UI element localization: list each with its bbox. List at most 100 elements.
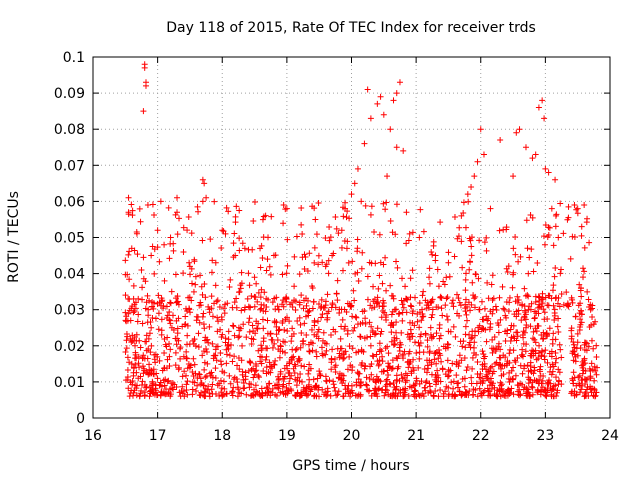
data-point	[548, 348, 555, 355]
data-point	[346, 343, 353, 350]
data-point	[445, 249, 452, 256]
data-point	[375, 285, 382, 292]
data-point	[527, 306, 534, 313]
data-point	[377, 93, 384, 100]
data-point	[184, 391, 191, 398]
data-point	[151, 356, 158, 363]
data-point	[174, 330, 181, 337]
data-point	[157, 198, 164, 205]
data-point	[197, 299, 204, 306]
data-point	[343, 214, 350, 221]
data-point	[189, 378, 196, 385]
data-point	[349, 345, 356, 352]
data-point	[393, 144, 400, 151]
data-point	[145, 346, 152, 353]
data-point	[565, 214, 572, 221]
data-point	[416, 380, 423, 387]
data-point	[500, 305, 507, 312]
data-point	[149, 303, 156, 310]
data-point	[453, 358, 460, 365]
data-point	[145, 312, 152, 319]
data-point	[208, 386, 215, 393]
data-point	[149, 201, 156, 208]
data-point	[449, 300, 456, 307]
data-point	[553, 392, 560, 399]
data-point	[350, 287, 357, 294]
data-point	[441, 281, 448, 288]
data-point	[146, 393, 153, 400]
data-point	[386, 364, 393, 371]
data-point	[497, 316, 504, 323]
data-point	[225, 336, 232, 343]
data-point	[129, 378, 136, 385]
data-point	[570, 369, 577, 376]
y-tick-label: 0.06	[54, 194, 85, 210]
data-point	[166, 308, 173, 315]
data-point	[456, 224, 463, 231]
data-point	[500, 226, 507, 233]
data-point	[528, 246, 535, 253]
data-point	[207, 372, 214, 379]
data-point	[531, 336, 538, 343]
data-point	[275, 346, 282, 353]
data-point	[476, 322, 483, 329]
data-point	[497, 365, 504, 372]
data-point	[554, 387, 561, 394]
data-point	[201, 366, 208, 373]
data-point	[352, 392, 359, 399]
data-point	[353, 314, 360, 321]
data-point	[263, 267, 270, 274]
data-point	[337, 345, 344, 352]
data-point	[284, 262, 291, 269]
data-point	[526, 303, 533, 310]
data-point	[496, 227, 503, 234]
data-point	[299, 230, 306, 237]
data-point	[291, 392, 298, 399]
data-point	[167, 240, 174, 247]
data-point	[344, 366, 351, 373]
data-point	[291, 370, 298, 377]
data-point	[384, 343, 391, 350]
data-point	[504, 360, 511, 367]
data-point	[184, 332, 191, 339]
data-point	[541, 241, 548, 248]
data-point	[257, 358, 264, 365]
data-point	[514, 333, 521, 340]
data-point	[359, 319, 366, 326]
data-point	[281, 339, 288, 346]
data-point	[426, 348, 433, 355]
data-point	[185, 294, 192, 301]
data-point	[534, 260, 541, 267]
data-point	[245, 270, 252, 277]
data-point	[393, 90, 400, 97]
data-point	[207, 236, 214, 243]
data-point	[184, 341, 191, 348]
data-point	[457, 302, 464, 309]
data-point	[225, 328, 232, 335]
data-point	[124, 366, 131, 373]
data-point	[405, 364, 412, 371]
data-point	[537, 363, 544, 370]
data-point	[213, 343, 220, 350]
data-point	[527, 359, 534, 366]
data-point	[556, 369, 563, 376]
data-point	[466, 331, 473, 338]
data-point	[280, 220, 287, 227]
data-point	[431, 350, 438, 357]
data-point	[183, 348, 190, 355]
data-point	[576, 281, 583, 288]
data-point	[247, 304, 254, 311]
data-point	[427, 331, 434, 338]
data-point	[259, 390, 266, 397]
data-point	[429, 251, 436, 258]
data-point	[422, 384, 429, 391]
data-point	[215, 318, 222, 325]
data-point	[367, 211, 374, 218]
data-point	[403, 209, 410, 216]
data-point	[474, 158, 481, 165]
data-point	[393, 329, 400, 336]
data-point	[475, 275, 482, 282]
data-point	[376, 361, 383, 368]
data-point	[565, 303, 572, 310]
data-point	[123, 337, 130, 344]
